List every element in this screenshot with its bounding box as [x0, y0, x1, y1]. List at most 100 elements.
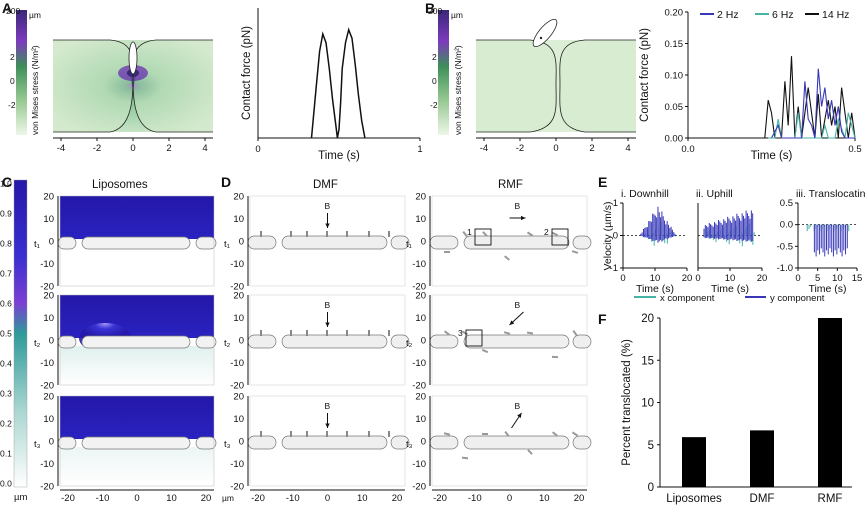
magnetic-particle — [462, 231, 468, 237]
x-tick-label: 0 — [553, 143, 558, 154]
panel-label-f: F — [598, 311, 607, 327]
y-tick-label: 10 — [43, 414, 54, 425]
time-label: t₁ — [34, 239, 40, 250]
y-tick-label: -20 — [40, 381, 54, 392]
membrane-segment — [195, 236, 217, 250]
y-tick-label: 10 — [415, 414, 426, 425]
cb-tick: 2 — [432, 52, 437, 62]
map-frame — [59, 195, 215, 287]
y-tick-label: -20 — [412, 482, 426, 493]
membrane-segment — [463, 435, 570, 450]
x-tick-label: 0 — [695, 273, 700, 284]
cb-tick-label: 0.1 — [0, 449, 12, 459]
y-tick-label: -10 — [40, 358, 54, 369]
time-label: t₃ — [406, 439, 413, 450]
y-tick-label: 20 — [233, 192, 244, 203]
y-tick-label: 20 — [641, 313, 654, 325]
x-tick-label: 1 — [417, 144, 422, 155]
field-label: B — [325, 300, 331, 310]
series-line-14-Hz — [754, 56, 856, 139]
y-tick-label: 0.10 — [665, 71, 684, 82]
y-tick-label: -1.0 — [777, 263, 793, 274]
membrane-segment — [57, 335, 77, 349]
x-tick-label: 0 — [130, 143, 135, 154]
x-tick-label: 5 — [815, 273, 820, 284]
panel-label-d: D — [221, 174, 231, 190]
y-tick-label: 0.15 — [665, 39, 684, 50]
y-tick-label: 20 — [415, 291, 426, 302]
magnetic-particle — [306, 231, 308, 237]
highlight-box-3 — [465, 329, 483, 347]
magnetic-particle — [482, 433, 488, 435]
magnetic-particle — [388, 431, 390, 437]
magnetic-particle — [443, 432, 451, 436]
highlight-box-2 — [551, 228, 569, 246]
liposome-maps: 20 10 0 -10 -20 t₁ 20 10 0 -10 -20 t₂ 20 10 0 -10 -20 t₃ -… — [34, 192, 217, 504]
membrane-segment — [429, 334, 459, 349]
panel-c-title: Liposomes — [92, 179, 148, 191]
y-tick-label: 0 — [421, 237, 426, 248]
colorbar-label: von Mises stress (N/m²) — [30, 45, 40, 135]
magnetic-particle — [368, 231, 370, 237]
y-tick-label: 0.00 — [665, 134, 684, 145]
cb-tick: 200 — [6, 6, 20, 16]
membrane-segment — [572, 334, 592, 349]
field-arrowhead — [517, 413, 522, 418]
y-tick-label: 20 — [43, 192, 54, 203]
x-tick-label: 10 — [357, 493, 368, 504]
magnetic-particle — [346, 431, 348, 437]
x-tick-label: 0 — [620, 273, 625, 284]
field-arrowhead — [325, 423, 330, 428]
x-tick-label: -10 — [286, 493, 300, 504]
x-tick-label: 20 — [682, 273, 693, 284]
y-axis-label: Contact force (pN) — [639, 28, 651, 122]
magnetic-particle — [290, 231, 292, 237]
colorbar-ab-a — [16, 10, 27, 135]
dmf-rmf-maps: 20100-10-20t₁B20100-10-20t₂B20100-10-20t… — [222, 192, 592, 504]
magnetic-particle — [481, 348, 489, 354]
x-tick-label: 10 — [725, 273, 736, 284]
magnetic-particle — [444, 251, 450, 253]
y-tick-label: -0.5 — [777, 241, 793, 252]
y-tick-label: -20 — [40, 482, 54, 493]
x-tick-label: 20 — [392, 493, 403, 504]
y-tick-label: 0 — [613, 231, 618, 242]
magnetic-particle — [461, 330, 469, 336]
series-line-2-Hz — [771, 68, 855, 139]
magnetic-particle — [571, 250, 579, 254]
x-tick-label: -20 — [251, 493, 265, 504]
y-tick-label: 0 — [49, 437, 54, 448]
membrane-segment — [390, 235, 410, 250]
stress-map-a — [53, 39, 213, 133]
magnetic-particle — [503, 331, 511, 335]
colorbar-ab-b — [438, 10, 449, 135]
x-tick-label: 20 — [201, 493, 212, 504]
x-tick-label: -4 — [480, 143, 488, 154]
y-tick-label: 10 — [415, 313, 426, 324]
colorbar-c — [13, 179, 28, 488]
y-tick-label: -20 — [230, 282, 244, 293]
membrane-segment — [572, 435, 592, 450]
panel-d-dmf-title: DMF — [313, 179, 338, 191]
chart-title: iii. Translocating — [796, 188, 865, 200]
x-tick-label: 10 — [539, 493, 550, 504]
x-tick-label: -4 — [57, 143, 65, 154]
bar-dmf — [750, 430, 774, 487]
magnetic-particle — [526, 331, 534, 335]
stress-map-b — [476, 19, 636, 133]
cb-tick-label: 0.9 — [0, 209, 12, 219]
cb-tick: -2 — [8, 100, 16, 110]
magnetic-particle — [260, 431, 262, 437]
membrane-segment — [390, 334, 410, 349]
field-arrowhead — [325, 322, 330, 327]
x-axis-label: Time (s) — [808, 283, 846, 295]
magnetic-particle — [326, 330, 328, 336]
y-tick-label: -1 — [610, 263, 618, 274]
magnetic-particle — [444, 330, 450, 336]
membrane-segment — [195, 335, 217, 349]
magnetic-particle — [571, 431, 579, 437]
map-frame — [59, 395, 215, 487]
membrane-segment — [463, 235, 570, 250]
map-frame — [59, 294, 215, 386]
